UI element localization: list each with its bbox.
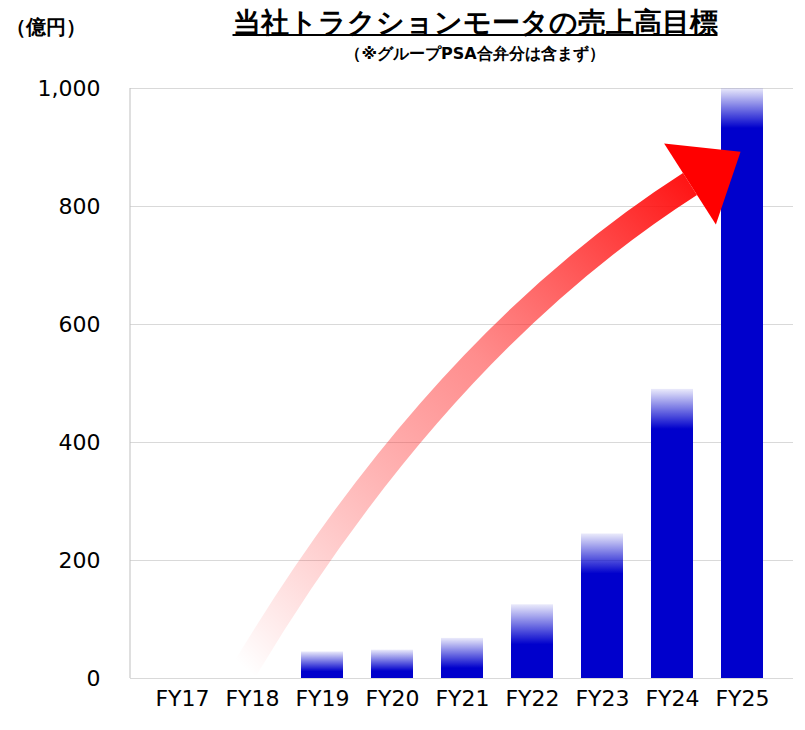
svg-text:FY17: FY17	[155, 686, 209, 711]
svg-text:0: 0	[87, 666, 101, 691]
html-text:（※グループPSA合弁分は含まず）: （※グループPSA合弁分は含まず）	[345, 44, 605, 63]
html-text:当社トラクションモータの売上高目標: 当社トラクションモータの売上高目標	[232, 6, 718, 39]
svg-text:FY21: FY21	[435, 686, 489, 711]
svg-text:FY19: FY19	[295, 686, 349, 711]
html-text:（億円）: （億円）	[6, 15, 86, 39]
svg-text:FY25: FY25	[715, 686, 769, 711]
svg-text:400: 400	[59, 430, 101, 455]
svg-text:FY18: FY18	[225, 686, 279, 711]
svg-text:FY24: FY24	[645, 686, 699, 711]
svg-text:800: 800	[59, 194, 101, 219]
svg-text:FY20: FY20	[365, 686, 419, 711]
svg-text:FY23: FY23	[575, 686, 629, 711]
svg-text:200: 200	[59, 548, 101, 573]
svg-text:1,000: 1,000	[38, 76, 101, 101]
svg-text:600: 600	[59, 312, 101, 337]
svg-text:FY22: FY22	[505, 686, 559, 711]
